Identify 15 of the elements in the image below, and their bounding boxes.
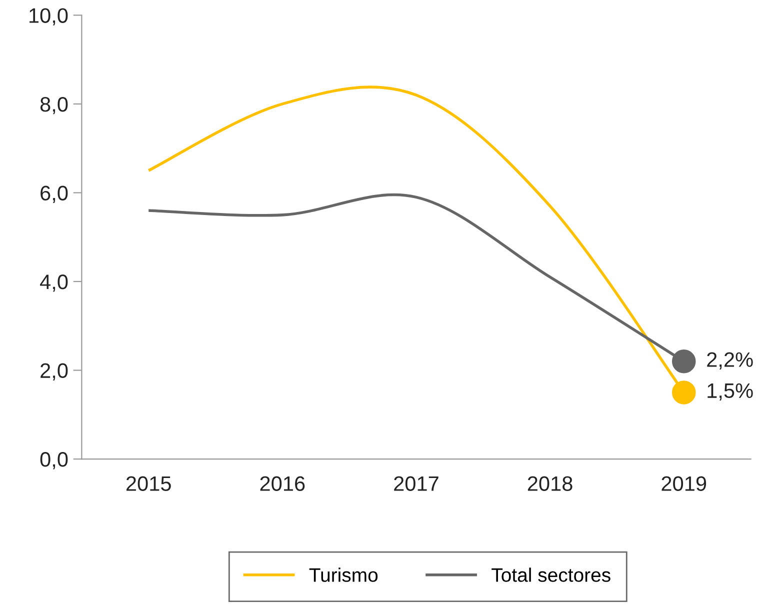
data-label: 2,2% — [707, 352, 753, 370]
y-tick-label: 6,0 — [40, 186, 68, 203]
x-tick-label: 2015 — [126, 476, 171, 492]
x-tick-label: 2019 — [662, 476, 706, 492]
y-tick-label: 2,0 — [40, 363, 68, 380]
y-tick-label: 10,0 — [30, 8, 68, 26]
x-tick-label: 2017 — [394, 476, 438, 492]
data-label: 1,5% — [708, 383, 753, 401]
y-tick-label: 4,0 — [40, 274, 68, 292]
y-tick-label: 0,0 — [40, 452, 68, 470]
legend-label: Turismo — [309, 568, 378, 582]
x-tick-label: 2016 — [260, 476, 305, 492]
x-tick-label: 2018 — [528, 476, 572, 492]
y-tick-label: 8,0 — [40, 96, 68, 114]
legend-label: Total sectores — [492, 568, 610, 582]
